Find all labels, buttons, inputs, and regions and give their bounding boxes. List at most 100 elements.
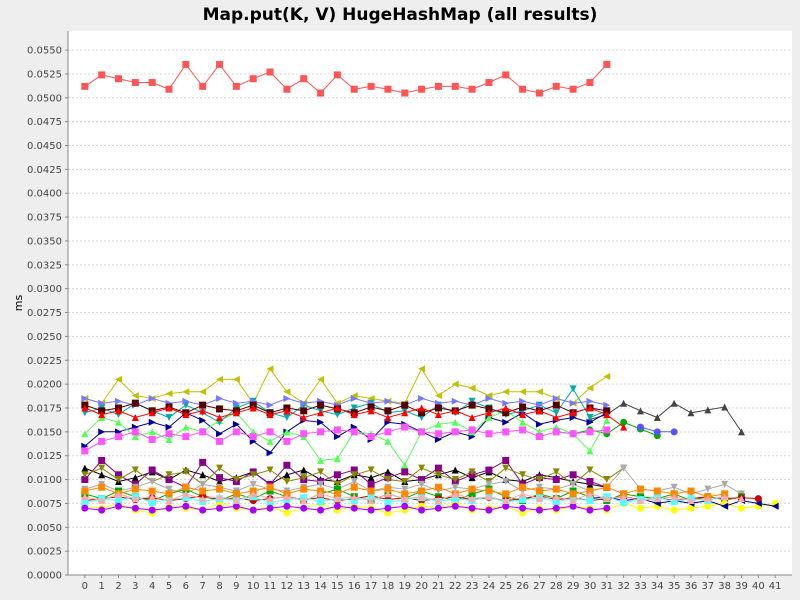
data-point <box>569 502 577 510</box>
data-point <box>300 399 308 407</box>
data-point <box>98 428 106 436</box>
data-point <box>367 487 375 495</box>
data-point <box>216 437 224 445</box>
data-point <box>283 437 291 445</box>
data-point <box>350 497 358 505</box>
data-point <box>636 497 644 505</box>
data-point <box>182 468 190 476</box>
data-point <box>350 394 358 402</box>
data-point <box>216 60 224 68</box>
data-point <box>754 499 762 507</box>
data-point <box>418 394 426 402</box>
data-point <box>754 495 762 503</box>
data-point <box>283 388 291 396</box>
data-point <box>182 483 190 491</box>
data-point <box>165 390 173 398</box>
data-point <box>98 399 106 407</box>
data-point <box>131 485 139 493</box>
data-point <box>317 428 325 436</box>
data-point <box>333 502 341 510</box>
data-point <box>81 504 89 512</box>
data-point <box>485 466 493 474</box>
data-point <box>418 85 426 93</box>
data-point <box>603 411 611 419</box>
data-point <box>232 502 240 510</box>
data-point <box>502 490 510 498</box>
data-point <box>401 409 409 417</box>
x-tick-label: 23 <box>466 581 479 592</box>
data-point <box>586 414 594 422</box>
data-point <box>434 464 442 472</box>
data-point <box>131 79 139 87</box>
x-tick-label: 6 <box>183 581 189 592</box>
data-point <box>350 471 358 479</box>
data-point <box>502 388 510 396</box>
data-point <box>620 464 628 472</box>
data-point <box>367 403 375 411</box>
data-point <box>148 79 156 87</box>
series-22 <box>81 404 628 431</box>
data-point <box>216 414 224 422</box>
y-tick-label: 0.0025 <box>27 547 62 558</box>
y-tick-label: 0.0125 <box>27 451 62 462</box>
data-point <box>384 468 392 476</box>
data-point <box>468 397 476 405</box>
data-point <box>350 85 358 93</box>
y-tick-label: 0.0250 <box>27 332 62 343</box>
data-point <box>586 506 594 514</box>
data-point <box>199 495 207 503</box>
data-point <box>232 409 240 417</box>
x-tick-label: 41 <box>769 581 782 592</box>
data-point <box>485 430 493 438</box>
data-point <box>115 418 123 426</box>
data-point <box>199 82 207 90</box>
data-point <box>249 404 257 412</box>
y-tick-label: 0.0000 <box>27 571 62 582</box>
data-point <box>148 428 156 436</box>
x-tick-label: 25 <box>499 581 512 592</box>
data-point <box>502 497 510 505</box>
data-point <box>283 461 291 469</box>
x-tick-label: 38 <box>718 581 731 592</box>
data-point <box>603 401 611 409</box>
series-line <box>84 493 742 502</box>
data-point <box>98 497 106 505</box>
data-point <box>636 407 644 415</box>
data-point <box>586 490 594 498</box>
data-point <box>384 414 392 422</box>
data-point <box>182 60 190 68</box>
data-point <box>350 477 358 485</box>
data-point <box>468 495 476 503</box>
x-tick-label: 2 <box>115 581 121 592</box>
data-point <box>266 411 274 419</box>
data-point <box>519 426 527 434</box>
y-tick-label: 0.0300 <box>27 284 62 295</box>
data-point <box>569 497 577 505</box>
data-point <box>586 497 594 505</box>
data-point <box>603 504 611 512</box>
data-point <box>232 428 240 436</box>
data-point <box>468 401 476 409</box>
data-point <box>502 404 510 412</box>
data-point <box>552 428 560 436</box>
y-axis-ticks: 0.0000 0.0025 0.0050 0.0075 0.0100 0.0125 0.01… <box>27 46 68 582</box>
data-point <box>98 464 106 472</box>
data-point <box>249 75 257 83</box>
data-point <box>216 474 224 482</box>
data-point <box>603 60 611 68</box>
data-point <box>653 414 661 422</box>
data-point <box>115 407 123 415</box>
data-point <box>300 504 308 512</box>
data-point <box>418 480 426 488</box>
data-point <box>384 437 392 445</box>
data-point <box>418 404 426 412</box>
data-point <box>502 456 510 464</box>
data-point <box>350 466 358 474</box>
x-tick-label: 29 <box>567 581 580 592</box>
data-point <box>687 497 695 505</box>
data-point <box>519 403 527 411</box>
data-point <box>670 498 678 506</box>
y-tick-label: 0.0200 <box>27 380 62 391</box>
data-point <box>199 471 207 479</box>
data-point <box>519 411 527 419</box>
